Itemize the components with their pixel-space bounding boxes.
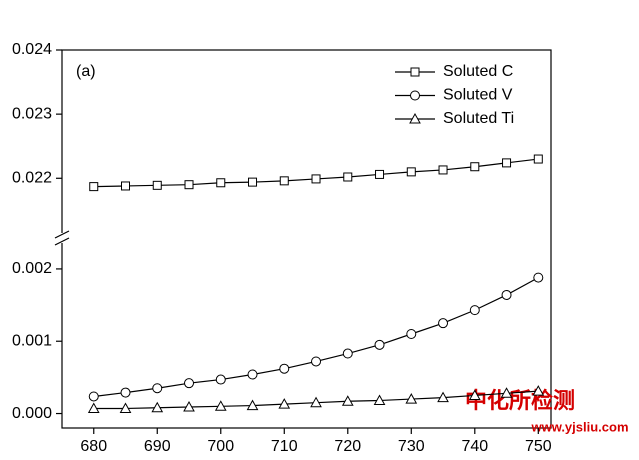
marker (246, 399, 259, 411)
legend-marker (410, 90, 420, 101)
annotation: (a) (76, 63, 96, 80)
marker (89, 182, 99, 192)
marker (470, 162, 480, 172)
x-tick-label: 740 (461, 438, 488, 455)
marker (438, 318, 449, 329)
marker (405, 393, 418, 404)
y-tick-label: 0.002 (12, 260, 52, 277)
marker (278, 398, 291, 409)
marker (152, 383, 163, 394)
legend-label: Soluted V (443, 87, 513, 104)
marker (215, 374, 226, 385)
marker (120, 387, 131, 398)
y-tick-label: 0.024 (12, 41, 52, 58)
marker (375, 169, 385, 179)
marker (119, 402, 132, 413)
x-tick-label: 730 (398, 438, 425, 455)
x-tick-label: 690 (144, 438, 171, 455)
y-tick-label: 0.022 (12, 169, 52, 186)
x-tick-label: 750 (525, 438, 552, 455)
marker (183, 401, 195, 412)
x-tick-label: 680 (80, 438, 107, 455)
x-tick-label: 720 (334, 438, 361, 455)
marker (532, 385, 545, 396)
watermark-url: www.yjsliu.com (530, 419, 628, 434)
y-tick-label: 0.000 (12, 405, 52, 422)
series-line (93, 277, 539, 398)
plot-frame (61, 49, 552, 429)
marker (247, 369, 258, 380)
marker (311, 174, 321, 184)
marker (184, 378, 195, 389)
marker (468, 389, 481, 400)
legend-label: Soluted Ti (443, 110, 514, 127)
marker (406, 167, 416, 177)
marker (279, 176, 289, 186)
x-tick-label: 700 (207, 438, 234, 455)
marker (469, 305, 480, 316)
marker (343, 172, 353, 182)
marker (500, 387, 513, 398)
marker (533, 272, 544, 283)
legend-marker (410, 67, 420, 77)
marker (279, 363, 290, 374)
marker (342, 348, 353, 359)
axis-break-mark (54, 230, 70, 239)
marker (310, 396, 322, 408)
marker (533, 154, 543, 164)
axis-break-mark (54, 237, 70, 246)
axis-break-gap (55, 233, 69, 243)
marker (121, 181, 131, 191)
marker (311, 356, 322, 367)
marker (248, 177, 258, 187)
y-tick-label: 0.001 (12, 332, 52, 349)
marker (214, 400, 227, 411)
marker (502, 158, 512, 168)
marker (152, 180, 162, 190)
x-tick-label: 710 (271, 438, 298, 455)
marker (374, 339, 385, 350)
marker (373, 394, 386, 406)
marker (438, 165, 448, 175)
marker (184, 180, 194, 190)
legend-label: Soluted C (443, 63, 513, 80)
marker (501, 289, 512, 300)
marker (88, 391, 99, 402)
marker (151, 401, 164, 413)
marker (437, 391, 449, 403)
legend-marker (409, 112, 421, 124)
watermark: 中化所检测 (465, 388, 575, 413)
marker (87, 402, 100, 413)
marker (341, 395, 354, 406)
marker (406, 329, 417, 339)
y-tick-label: 0.023 (12, 105, 52, 122)
marker (216, 178, 226, 188)
